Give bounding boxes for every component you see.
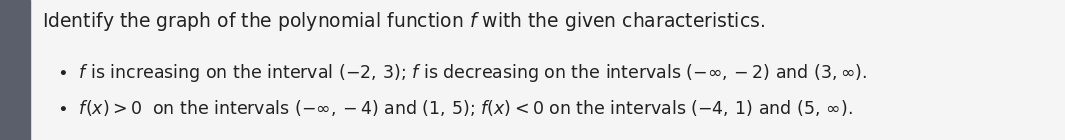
Text: Identify the graph of the polynomial function $f$ with the given characteristics: Identify the graph of the polynomial fun… bbox=[42, 10, 765, 33]
Bar bbox=[0, 0, 30, 140]
Text: $\bullet$  $f$ is increasing on the interval $(-2,\,3)$; $f$ is decreasing on th: $\bullet$ $f$ is increasing on the inter… bbox=[56, 62, 867, 84]
Text: $\bullet$  $f(x)>0$  on the intervals $(-\infty,-4)$ and $(1,\,5)$; $f(x)<0$ on : $\bullet$ $f(x)>0$ on the intervals $(-\… bbox=[56, 98, 853, 118]
